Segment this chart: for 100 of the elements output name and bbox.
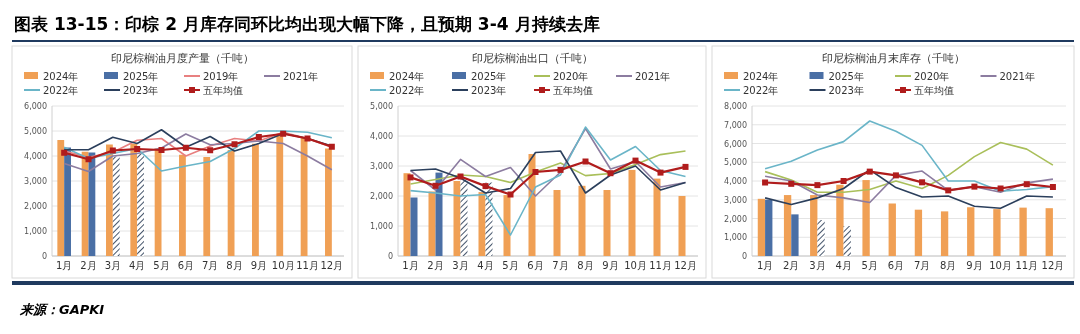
x-tick-label: 6月 xyxy=(887,260,905,271)
y-tick-label: 4,000 xyxy=(370,132,393,141)
x-tick-label: 11月 xyxy=(296,260,319,271)
x-tick-label: 3月 xyxy=(809,260,826,271)
legend-label: 五年均值 xyxy=(553,85,593,96)
legend-label: 五年均值 xyxy=(914,85,954,96)
bar xyxy=(810,195,818,256)
source-note: 来源：GAPKI xyxy=(19,302,105,317)
y-tick-label: 1,000 xyxy=(370,222,393,231)
x-tick-label: 12月 xyxy=(320,260,344,271)
point xyxy=(532,169,539,175)
bar xyxy=(410,197,418,256)
point xyxy=(632,157,639,164)
legend-label: 2023年 xyxy=(828,85,864,96)
point xyxy=(207,147,214,154)
bar xyxy=(628,169,636,256)
y-tick-label: 7,000 xyxy=(724,120,747,130)
point xyxy=(407,174,414,181)
point xyxy=(255,134,262,140)
y-tick-label: 5,000 xyxy=(370,102,393,111)
point xyxy=(158,147,165,153)
x-tick-label: 5月 xyxy=(153,260,170,271)
point xyxy=(280,130,287,137)
x-tick-label: 5月 xyxy=(502,260,519,271)
x-tick-label: 10月 xyxy=(271,260,295,271)
y-tick-label: 0 xyxy=(41,252,47,261)
x-tick-label: 5月 xyxy=(861,260,878,271)
bar xyxy=(862,180,870,256)
legend-label: 2024年 xyxy=(743,71,779,82)
x-tick-label: 1月 xyxy=(756,260,774,271)
x-tick-label: 9月 xyxy=(250,260,268,271)
point xyxy=(657,169,664,176)
x-tick-label: 1月 xyxy=(55,260,73,271)
bar xyxy=(137,153,144,256)
bar xyxy=(106,144,113,256)
bar xyxy=(428,191,436,256)
bar xyxy=(603,190,611,256)
x-tick-label: 8月 xyxy=(226,260,243,271)
bar xyxy=(154,148,162,256)
legend-label: 2021年 xyxy=(635,71,671,82)
x-tick-label: 12月 xyxy=(674,260,697,271)
y-tick-label: 4,000 xyxy=(724,177,747,186)
y-tick-label: 3,000 xyxy=(724,195,747,205)
legend-label: 2025年 xyxy=(471,71,507,82)
point xyxy=(134,146,141,152)
legend-label: 2025年 xyxy=(828,71,864,82)
bar xyxy=(325,148,332,256)
bar xyxy=(783,195,792,256)
point xyxy=(328,143,335,150)
y-tick-label: 2,000 xyxy=(724,214,747,224)
bar xyxy=(112,156,120,256)
bar xyxy=(179,154,186,256)
line-series xyxy=(409,150,687,185)
bar xyxy=(276,134,284,256)
point xyxy=(61,149,68,156)
bar xyxy=(993,209,1001,256)
bar xyxy=(227,150,235,256)
chart-title: 印尼棕榈油月末库存（千吨） xyxy=(821,52,965,65)
bar xyxy=(403,173,411,256)
point xyxy=(866,168,873,175)
legend-label: 五年均值 xyxy=(203,85,243,96)
y-tick-label: 6,000 xyxy=(724,139,747,149)
line-series xyxy=(409,150,687,194)
bar xyxy=(435,172,443,256)
point xyxy=(814,182,821,189)
legend-label: 2023年 xyxy=(123,85,159,96)
y-tick-label: 3,000 xyxy=(370,162,393,171)
legend-label: 2021年 xyxy=(999,71,1035,82)
bar xyxy=(64,147,71,256)
y-tick-label: 5,000 xyxy=(724,158,747,168)
point xyxy=(997,185,1004,192)
x-tick-label: 9月 xyxy=(602,260,619,271)
point xyxy=(682,163,689,170)
x-tick-label: 2月 xyxy=(783,260,800,271)
bar xyxy=(130,143,138,256)
point xyxy=(945,187,952,194)
line-series xyxy=(409,126,687,236)
x-tick-label: 11月 xyxy=(649,260,672,271)
y-tick-label: 3,000 xyxy=(24,177,47,186)
y-tick-label: 1,000 xyxy=(724,233,747,243)
legend-label: 2024年 xyxy=(389,71,425,82)
legend-label: 2022年 xyxy=(43,85,79,96)
x-tick-label: 6月 xyxy=(177,260,195,271)
point xyxy=(85,156,92,163)
point xyxy=(892,172,899,179)
x-tick-label: 8月 xyxy=(577,260,594,271)
legend-label: 2020年 xyxy=(553,71,589,82)
bar xyxy=(836,184,844,256)
x-tick-label: 4月 xyxy=(835,260,852,271)
x-tick-label: 2月 xyxy=(80,260,97,271)
legend-label: 2019年 xyxy=(203,71,239,82)
bar xyxy=(81,151,89,256)
bar xyxy=(757,198,766,256)
bar xyxy=(460,179,468,256)
bar xyxy=(553,190,561,256)
point xyxy=(1049,184,1056,190)
point xyxy=(432,182,439,189)
bar xyxy=(843,226,851,256)
y-tick-label: 5,000 xyxy=(24,127,47,136)
bar xyxy=(940,211,949,256)
